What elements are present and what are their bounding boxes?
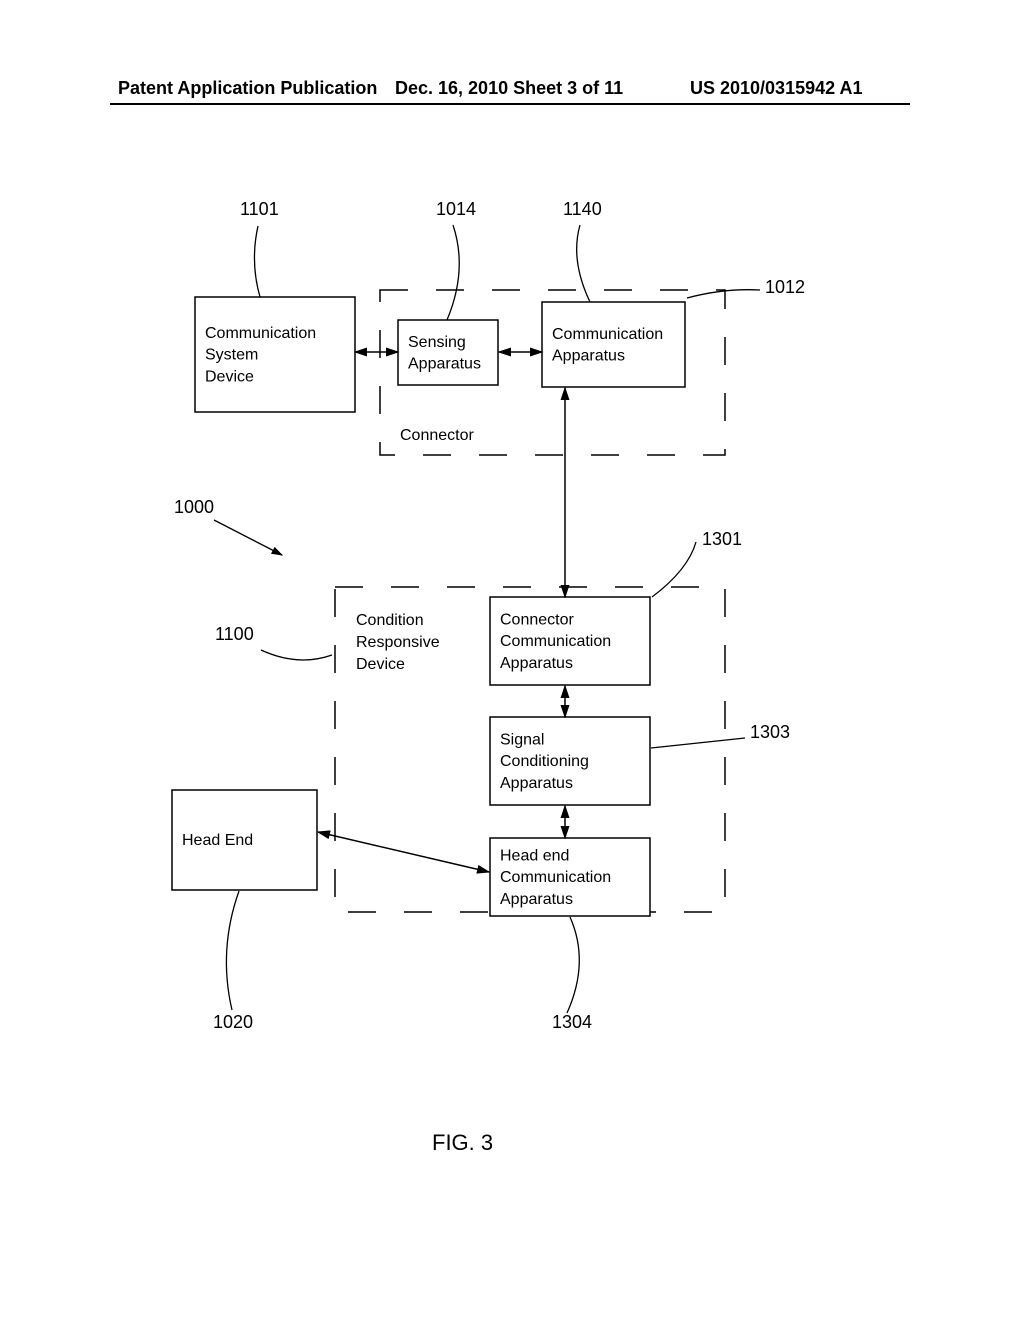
svg-text:Condition: Condition: [356, 612, 424, 629]
svg-text:Apparatus: Apparatus: [500, 655, 573, 672]
svg-text:Communication: Communication: [552, 326, 663, 343]
diagram: Communication System Device Sensing Apparatu…: [0, 0, 1024, 1320]
figure-caption: FIG. 3: [432, 1130, 493, 1156]
svg-text:Communication: Communication: [205, 325, 316, 342]
svg-text:Communication: Communication: [500, 869, 611, 886]
svg-text:Head end: Head end: [500, 848, 569, 865]
svg-text:Device: Device: [356, 656, 405, 673]
svg-text:Device: Device: [205, 368, 254, 385]
svg-text:Communication: Communication: [500, 633, 611, 650]
svg-text:1303: 1303: [750, 722, 790, 742]
svg-text:Sensing: Sensing: [408, 334, 466, 351]
svg-text:Apparatus: Apparatus: [552, 348, 625, 365]
svg-text:1000: 1000: [174, 497, 214, 517]
svg-text:Connector: Connector: [500, 612, 574, 629]
svg-text:1304: 1304: [552, 1012, 592, 1032]
svg-text:1014: 1014: [436, 199, 476, 219]
svg-text:Signal: Signal: [500, 732, 544, 749]
svg-text:1020: 1020: [213, 1012, 253, 1032]
svg-text:1100: 1100: [215, 624, 254, 644]
svg-text:System: System: [205, 347, 258, 364]
svg-text:1101: 1101: [240, 199, 279, 219]
svg-text:Apparatus: Apparatus: [500, 891, 573, 908]
svg-text:1012: 1012: [765, 277, 805, 297]
svg-text:Head End: Head End: [182, 832, 253, 849]
svg-text:1301: 1301: [702, 529, 742, 549]
svg-text:Connector: Connector: [400, 427, 474, 444]
svg-text:Apparatus: Apparatus: [500, 775, 573, 792]
svg-text:Responsive: Responsive: [356, 634, 440, 651]
page: Patent Application Publication Dec. 16, …: [0, 0, 1024, 1320]
svg-text:1140: 1140: [563, 199, 602, 219]
svg-text:Apparatus: Apparatus: [408, 356, 481, 373]
svg-text:Conditioning: Conditioning: [500, 753, 589, 770]
